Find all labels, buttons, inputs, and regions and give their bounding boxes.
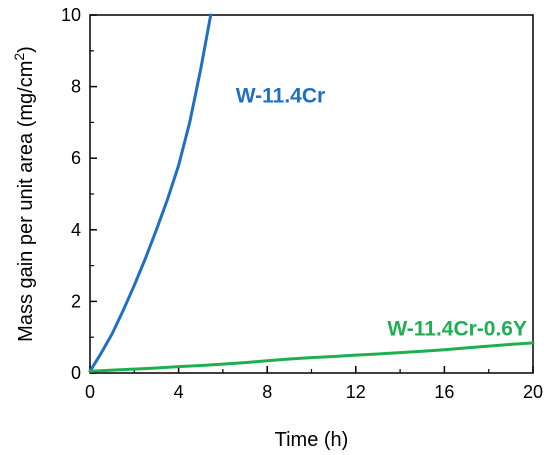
series-label-0: W-11.4Cr <box>236 85 325 108</box>
y-tick-label: 8 <box>71 77 81 97</box>
x-tick-label: 0 <box>85 382 95 402</box>
x-tick-label: 20 <box>523 382 543 402</box>
y-axis-title-sup: 2 <box>11 53 27 61</box>
y-axis-title: Mass gain per unit area (mg/cm2) <box>11 46 37 342</box>
y-tick-label: 2 <box>71 291 81 311</box>
y-tick-label: 6 <box>71 148 81 168</box>
y-axis-title-close: ) <box>15 46 37 53</box>
x-tick-label: 12 <box>346 382 366 402</box>
x-tick-label: 4 <box>174 382 184 402</box>
x-axis-title: Time (h) <box>275 429 349 451</box>
y-tick-label: 4 <box>71 220 81 240</box>
series-label-1: W-11.4Cr-0.6Y <box>387 317 527 340</box>
x-tick-label: 16 <box>434 382 454 402</box>
y-axis-title-main: Mass gain per unit area (mg/cm <box>15 61 37 342</box>
axis-ticks: 0 4 8 12 16 20 0 2 4 6 8 10 <box>61 5 543 402</box>
x-tick-label: 8 <box>262 382 272 402</box>
series-lines <box>88 13 535 373</box>
y-tick-label: 0 <box>71 363 81 383</box>
series-line-1 <box>88 341 535 373</box>
series-line-0 <box>88 13 213 373</box>
y-tick-label: 10 <box>61 5 81 25</box>
series-labels: W-11.4Cr W-11.4Cr-0.6Y <box>236 85 527 341</box>
